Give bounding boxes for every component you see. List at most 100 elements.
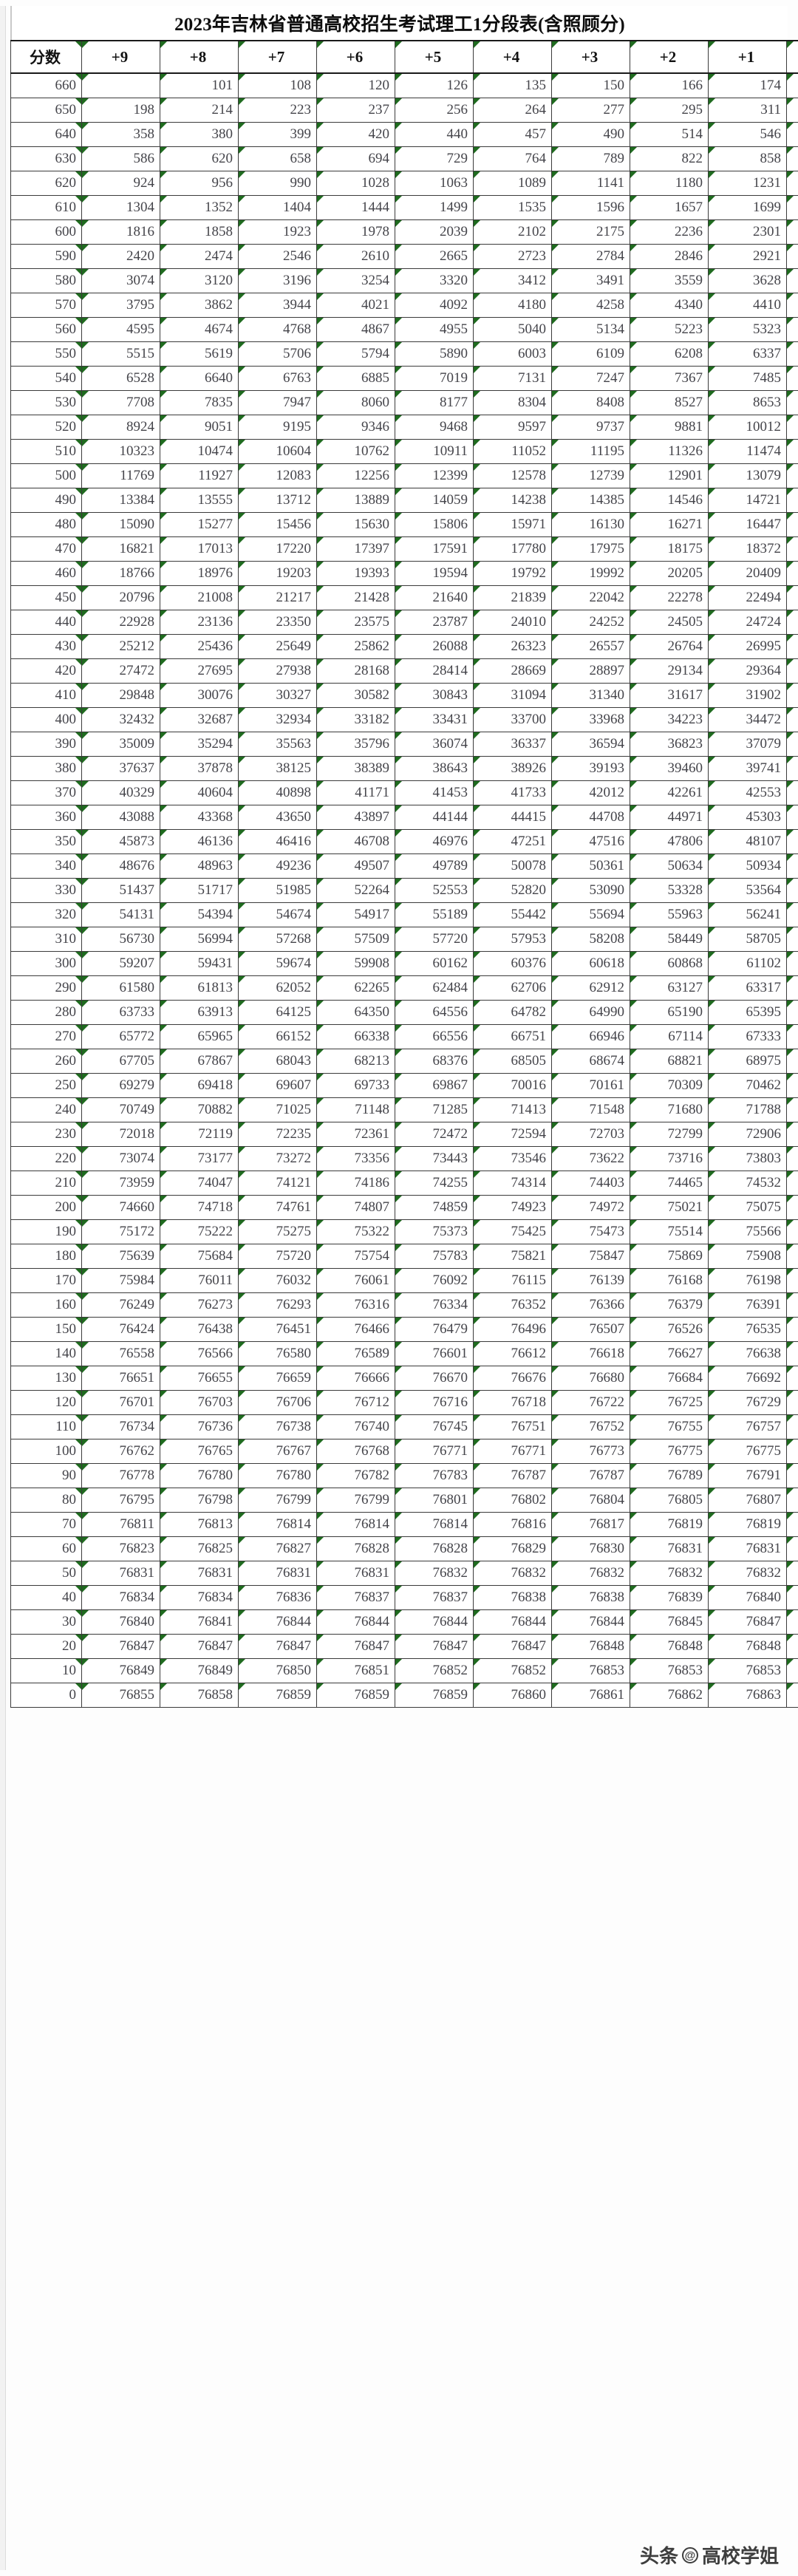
column-header-offset-0[interactable]: +0 <box>786 40 798 74</box>
cell-rank: 18550 <box>786 536 798 562</box>
table-row: 270 65772 65965 66152 66338 66556 66751 66946 67… <box>10 1023 798 1049</box>
cell-rank: 19792 <box>473 560 552 586</box>
cell-rank: 76831 <box>630 1536 709 1561</box>
cell-rank: 76807 <box>708 1487 787 1513</box>
cell-rank: 76670 <box>395 1365 474 1391</box>
cell-rank: 76799 <box>316 1487 395 1513</box>
cell-rank: 28669 <box>473 658 552 684</box>
cell-rank: 55189 <box>395 902 474 927</box>
cell-score: 620 <box>10 170 82 196</box>
cell-rank: 1231 <box>708 170 787 196</box>
cell-rank: 1267 <box>786 170 798 196</box>
cell-rank: 76701 <box>81 1389 160 1415</box>
cell-rank: 75908 <box>708 1243 787 1269</box>
table-row: 300 59207 59431 59674 59908 60162 60376 60618 60… <box>10 950 798 976</box>
cell-rank: 42814 <box>786 780 798 805</box>
table-row: 230 72018 72119 72235 72361 72472 72594 72703 72… <box>10 1121 798 1147</box>
column-header-offset-3[interactable]: +3 <box>551 40 630 74</box>
cell-score: 70 <box>10 1511 82 1537</box>
cell-rank: 108 <box>238 72 317 98</box>
table-row: 330 51437 51717 51985 52264 52553 52820 53090 53… <box>10 877 798 903</box>
column-header-offset-8[interactable]: +8 <box>160 40 239 74</box>
cell-rank: 70016 <box>473 1072 552 1098</box>
cell-rank: 76832 <box>551 1560 630 1586</box>
cell-rank: 76836 <box>238 1584 317 1610</box>
table-row: 340 48676 48963 49236 49507 49789 50078 50361 50… <box>10 853 798 879</box>
cell-rank: 17013 <box>160 536 239 562</box>
cell-score: 590 <box>10 243 82 269</box>
cell-rank: 61580 <box>81 975 160 1001</box>
cell-rank: 11617 <box>786 438 798 464</box>
cell-rank: 76862 <box>630 1682 709 1708</box>
cell-rank: 66338 <box>316 1023 395 1049</box>
column-header-offset-5[interactable]: +5 <box>395 40 474 74</box>
cell-rank: 1596 <box>551 194 630 220</box>
cell-rank: 76838 <box>551 1584 630 1610</box>
cell-rank: 1499 <box>395 194 474 220</box>
cell-score: 110 <box>10 1414 82 1439</box>
cell-rank: 75684 <box>160 1243 239 1269</box>
table-row: 0 76855 76858 76859 76859 76859 76860 76861 7686… <box>10 1682 798 1708</box>
cell-rank: 76831 <box>81 1560 160 1586</box>
cell-rank: 4340 <box>630 292 709 318</box>
cell-rank: 73803 <box>708 1145 787 1171</box>
cell-rank: 71680 <box>630 1097 709 1122</box>
cell-rank: 76840 <box>708 1584 787 1610</box>
cell-rank: 52820 <box>473 877 552 903</box>
cell-rank: 76841 <box>160 1609 239 1635</box>
cell-rank: 76293 <box>238 1292 317 1318</box>
cell-rank: 17397 <box>316 536 395 562</box>
cell-rank: 76802 <box>473 1487 552 1513</box>
table-row: 250 69279 69418 69607 69733 69867 70016 70161 70… <box>10 1072 798 1098</box>
cell-rank: 76863 <box>708 1682 787 1708</box>
cell-rank <box>81 72 160 98</box>
cell-rank: 76379 <box>630 1292 709 1318</box>
cell-rank: 76638 <box>708 1340 787 1366</box>
cell-rank: 56994 <box>160 926 239 952</box>
cell-rank: 65589 <box>786 999 798 1025</box>
cell-score: 270 <box>10 1023 82 1049</box>
cell-rank: 69867 <box>395 1072 474 1098</box>
column-header-offset-6[interactable]: +6 <box>316 40 395 74</box>
cell-rank: 490 <box>551 121 630 147</box>
column-header-offset-9[interactable]: +9 <box>81 40 160 74</box>
table-row: 30 76840 76841 76844 76844 76844 76844 76844 768… <box>10 1609 798 1635</box>
cell-rank: 58958 <box>786 926 798 952</box>
cell-rank: 76858 <box>160 1682 239 1708</box>
cell-rank: 59431 <box>160 950 239 976</box>
cell-rank: 64990 <box>551 999 630 1025</box>
cell-rank: 76168 <box>630 1267 709 1293</box>
cell-rank: 76834 <box>81 1584 160 1610</box>
cell-rank: 36074 <box>395 731 474 757</box>
cell-rank: 264 <box>473 97 552 123</box>
cell-rank: 74660 <box>81 1194 160 1220</box>
cell-rank: 69733 <box>316 1072 395 1098</box>
column-header-offset-7[interactable]: +7 <box>238 40 317 74</box>
cell-rank: 76853 <box>786 1657 798 1683</box>
cell-rank: 33700 <box>473 706 552 732</box>
cell-score: 160 <box>10 1292 82 1318</box>
column-header-offset-4[interactable]: +4 <box>473 40 552 74</box>
cell-rank: 58449 <box>630 926 709 952</box>
cell-rank: 33182 <box>316 706 395 732</box>
cell-rank: 37357 <box>786 731 798 757</box>
cell-rank: 76849 <box>81 1657 160 1683</box>
cell-score: 20 <box>10 1633 82 1659</box>
cell-rank: 28414 <box>395 658 474 684</box>
column-header-score[interactable]: 分数 <box>10 40 82 74</box>
cell-rank: 28168 <box>316 658 395 684</box>
cell-rank: 76734 <box>81 1414 160 1439</box>
cell-score: 430 <box>10 633 82 659</box>
cell-rank: 514 <box>630 121 709 147</box>
cell-rank: 71413 <box>473 1097 552 1122</box>
cell-rank: 76844 <box>551 1609 630 1635</box>
cell-rank: 6763 <box>238 365 317 391</box>
column-header-offset-2[interactable]: +2 <box>630 40 709 74</box>
cell-rank: 7247 <box>551 365 630 391</box>
cell-rank: 150 <box>551 72 630 98</box>
cell-rank: 15456 <box>238 511 317 537</box>
column-header-offset-1[interactable]: +1 <box>708 40 787 74</box>
cell-rank: 68505 <box>473 1048 552 1074</box>
cell-rank: 5706 <box>238 341 317 367</box>
cell-rank: 30582 <box>316 682 395 708</box>
